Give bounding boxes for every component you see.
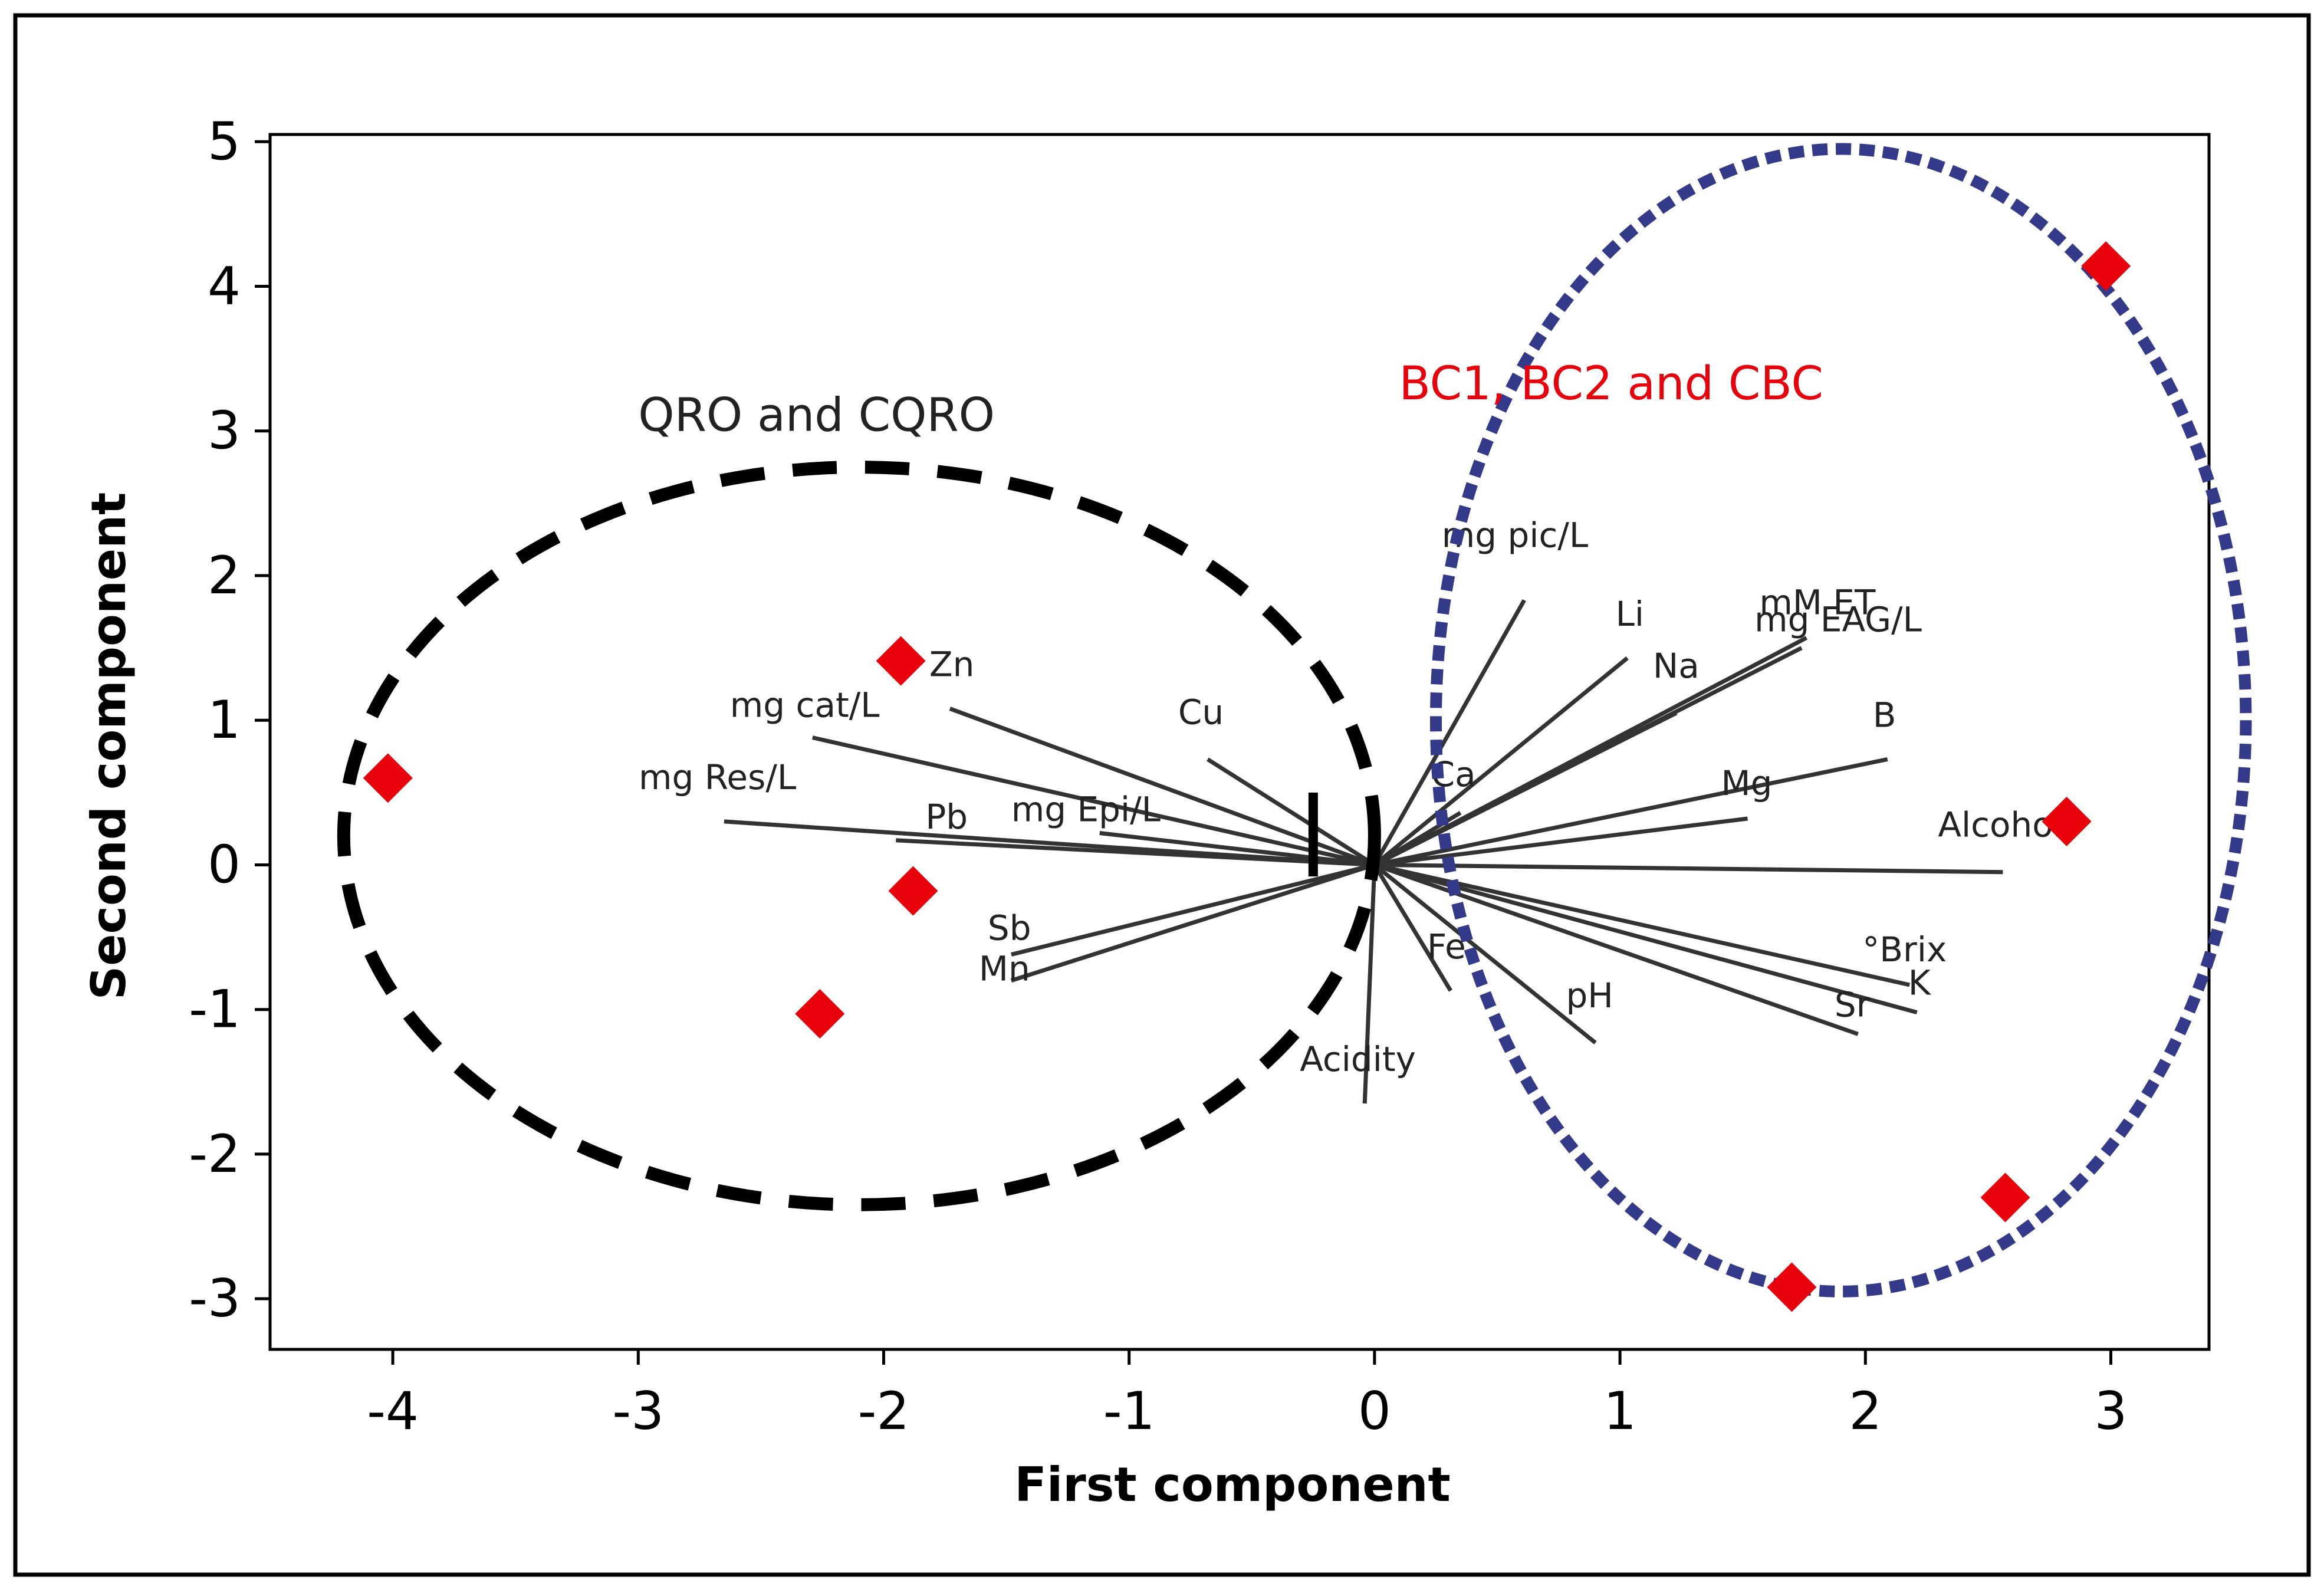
loading-vector-mg-epi-l bbox=[1099, 831, 1375, 867]
loading-label-mg-res-l: mg Res/L bbox=[639, 757, 796, 797]
score-point-8 bbox=[1767, 1262, 1817, 1312]
loading-label-mg: Mg bbox=[1721, 763, 1773, 803]
loading-label-k: K bbox=[1908, 963, 1932, 1003]
x-tick-label-2: 2 bbox=[1849, 1381, 1882, 1441]
loading-vector-pb bbox=[896, 838, 1375, 867]
loading-label-na: Na bbox=[1653, 646, 1700, 686]
loading-label-mn: Mn bbox=[979, 949, 1030, 989]
x-tick-label-1: -1 bbox=[1103, 1381, 1155, 1441]
groups-layer bbox=[337, 143, 2252, 1297]
loading-vector-mn bbox=[1010, 863, 1375, 983]
figure-frame bbox=[13, 13, 2311, 1577]
loading-vector-mg-pic-l bbox=[1372, 599, 1526, 866]
loading-label-pb: Pb bbox=[925, 797, 968, 837]
score-point-1 bbox=[363, 753, 413, 803]
loading-vector-alcohol bbox=[1374, 862, 2003, 875]
x-tick-label-3: 3 bbox=[2095, 1381, 2128, 1441]
loading-vector-sb bbox=[1011, 863, 1375, 957]
loading-label-mg-epi-l: mg Epi/L bbox=[1011, 790, 1161, 830]
score-point-3 bbox=[888, 866, 938, 916]
score-point-5 bbox=[2081, 241, 2131, 291]
axes-layer: -4 -3 -2 -1 0 1 2 3 -3 -2 -1 0 1 2 3 4 5 bbox=[189, 111, 2127, 1441]
loading-label-brix: °Brix bbox=[1862, 929, 1947, 970]
loading-label-acidity: Acidity bbox=[1300, 1039, 1416, 1079]
loading-label-b: B bbox=[1873, 695, 1896, 735]
y-tick-label-2: -2 bbox=[189, 1123, 241, 1184]
score-point-4 bbox=[795, 989, 845, 1039]
group-label-qro-cqro: QRO and CQRO bbox=[638, 389, 995, 442]
x-tick-label-3: -3 bbox=[612, 1381, 664, 1441]
score-point-6 bbox=[2042, 796, 2092, 846]
loading-label-ph: pH bbox=[1566, 975, 1613, 1016]
loading-label-mg-cat-l: mg cat/L bbox=[730, 685, 880, 725]
score-point-2 bbox=[876, 636, 926, 686]
loading-label-sr: Sr bbox=[1835, 984, 1871, 1024]
loading-vector-li bbox=[1373, 656, 1629, 867]
y-tick-label-2: 2 bbox=[208, 545, 241, 606]
y-tick-label-4: 4 bbox=[208, 256, 241, 317]
loading-vector-ph bbox=[1373, 863, 1597, 1044]
x-tick-label-0: 0 bbox=[1358, 1381, 1391, 1441]
loading-vector-cu bbox=[1207, 757, 1376, 867]
y-axis-title: Second component bbox=[81, 492, 136, 1000]
x-tick-label-4: -4 bbox=[367, 1381, 419, 1441]
loading-label-li: Li bbox=[1616, 594, 1644, 634]
x-tick-label-1: 1 bbox=[1603, 1381, 1636, 1441]
loading-label-zn: Zn bbox=[929, 645, 975, 685]
loading-vector-fe bbox=[1372, 863, 1452, 992]
loading-vector-brix bbox=[1374, 863, 1910, 987]
loading-label-cu: Cu bbox=[1178, 692, 1224, 732]
loading-vector-b bbox=[1374, 757, 1888, 867]
y-tick-label-3: 3 bbox=[208, 400, 241, 461]
loading-vector-mg-cat-l bbox=[812, 735, 1375, 867]
y-tick-label-3: -3 bbox=[189, 1268, 241, 1329]
plot-area-frame bbox=[268, 133, 2211, 1351]
loading-label-mg-eag-l: mg EAG/L bbox=[1754, 600, 1922, 640]
points-layer bbox=[363, 241, 2131, 1312]
loading-label-mm-et: mM ET bbox=[1759, 582, 1876, 622]
labels-layer: QRO and CQRO BC1, BC2 and CBC bbox=[638, 357, 1823, 442]
y-tick-label-1: 1 bbox=[208, 689, 241, 750]
loading-vector-mg bbox=[1374, 816, 1748, 867]
score-point-7 bbox=[1980, 1172, 2030, 1223]
loading-label-sb: Sb bbox=[988, 908, 1031, 948]
loading-label-alcohol: Alcohol bbox=[1938, 805, 2063, 845]
x-axis-title: First component bbox=[1014, 1457, 1451, 1512]
loading-vector-acidity bbox=[1362, 865, 1377, 1104]
x-tick-label-2: -2 bbox=[858, 1381, 910, 1441]
loading-vector-zn bbox=[949, 707, 1376, 867]
loading-vector-k bbox=[1373, 863, 1918, 1014]
y-tick-label-1: -1 bbox=[189, 979, 241, 1040]
group-ellipse-qro-cqro bbox=[337, 461, 1381, 1211]
group-ellipse-bc1-bc2-cbc bbox=[1429, 143, 2252, 1297]
y-tick-label-5: 5 bbox=[208, 111, 241, 172]
group-label-bc1-bc2-cbc: BC1, BC2 and CBC bbox=[1399, 357, 1823, 410]
loading-vector-na bbox=[1373, 711, 1678, 867]
y-tick-label-0: 0 bbox=[208, 834, 241, 895]
